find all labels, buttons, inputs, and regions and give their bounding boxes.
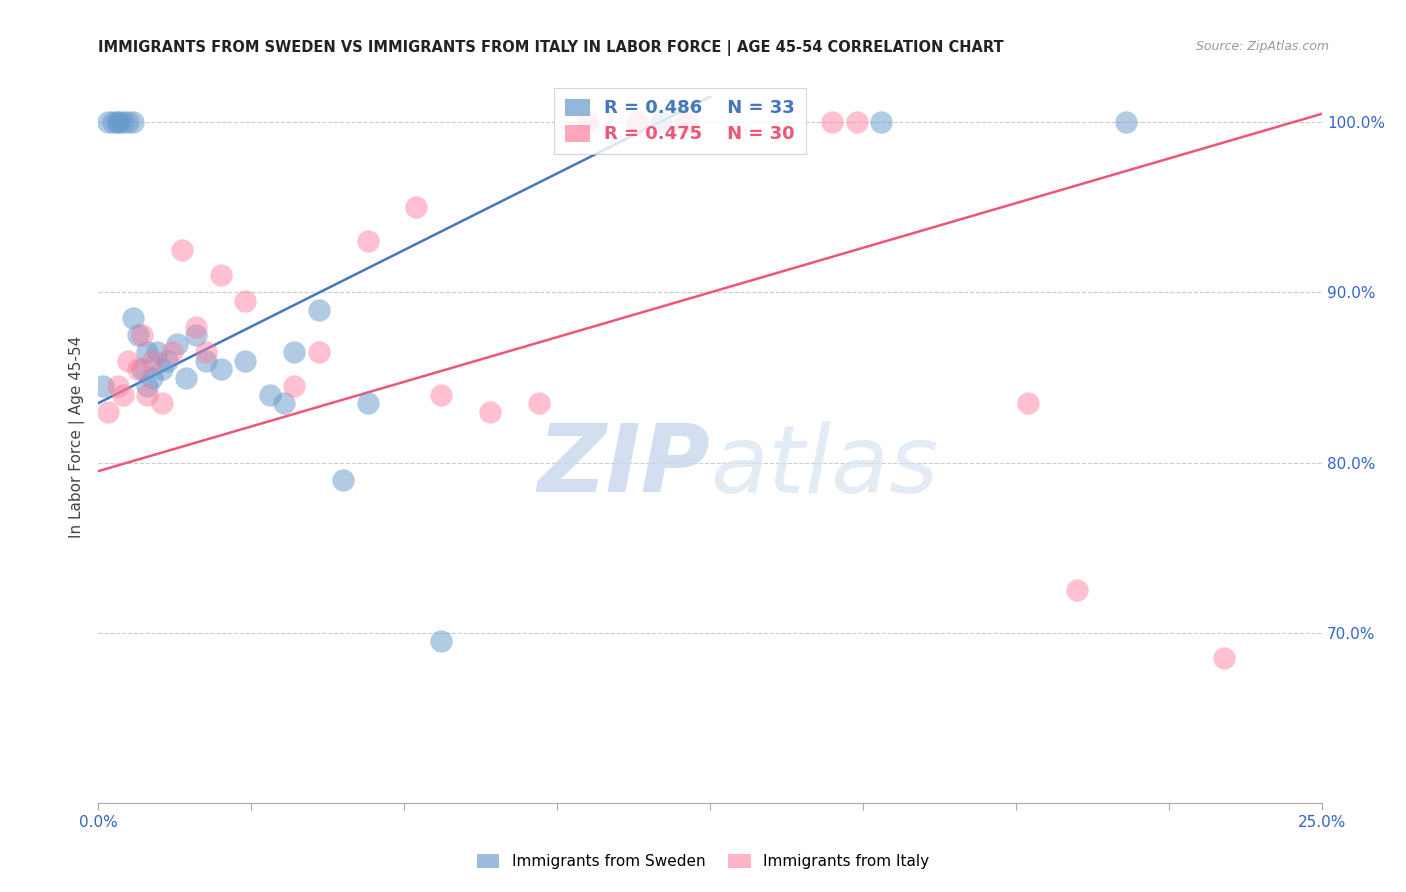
Point <box>1212 651 1234 665</box>
Point <box>233 293 256 308</box>
Point <box>141 370 163 384</box>
Point <box>821 115 844 129</box>
Point <box>233 353 256 368</box>
Point <box>259 387 281 401</box>
Point <box>1066 583 1088 598</box>
Point <box>97 404 120 418</box>
Point <box>527 396 550 410</box>
Point <box>478 404 501 418</box>
Point <box>97 115 120 129</box>
Point <box>405 201 427 215</box>
Point <box>141 353 163 368</box>
Text: IMMIGRANTS FROM SWEDEN VS IMMIGRANTS FROM ITALY IN LABOR FORCE | AGE 45-54 CORRE: IMMIGRANTS FROM SWEDEN VS IMMIGRANTS FRO… <box>98 40 1004 56</box>
Point <box>356 396 378 410</box>
Point <box>283 379 305 393</box>
Point <box>91 379 114 393</box>
Point <box>166 336 188 351</box>
Text: Source: ZipAtlas.com: Source: ZipAtlas.com <box>1195 40 1329 54</box>
Point <box>195 345 218 359</box>
Point <box>430 387 453 401</box>
Point <box>156 353 179 368</box>
Point <box>121 311 143 326</box>
Point <box>675 115 697 129</box>
Point <box>845 115 868 129</box>
Point <box>146 345 169 359</box>
Point <box>107 115 129 129</box>
Legend: R = 0.486    N = 33, R = 0.475    N = 30: R = 0.486 N = 33, R = 0.475 N = 30 <box>554 87 806 154</box>
Point <box>626 115 648 129</box>
Point <box>273 396 295 410</box>
Point <box>111 387 134 401</box>
Point <box>576 115 599 129</box>
Point <box>117 353 139 368</box>
Point <box>650 115 672 129</box>
Point <box>195 353 218 368</box>
Point <box>160 345 183 359</box>
Point <box>131 362 153 376</box>
Point <box>308 345 330 359</box>
Legend: Immigrants from Sweden, Immigrants from Italy: Immigrants from Sweden, Immigrants from … <box>471 847 935 875</box>
Point <box>209 362 232 376</box>
Point <box>1017 396 1039 410</box>
Point <box>186 319 208 334</box>
Point <box>283 345 305 359</box>
Point <box>356 235 378 249</box>
Point <box>332 473 354 487</box>
Point <box>308 302 330 317</box>
Point <box>107 115 129 129</box>
Point <box>131 328 153 343</box>
Point <box>121 115 143 129</box>
Point <box>107 379 129 393</box>
Text: atlas: atlas <box>710 421 938 512</box>
Point <box>136 379 159 393</box>
Point <box>111 115 134 129</box>
Point <box>101 115 124 129</box>
Point <box>176 370 198 384</box>
Y-axis label: In Labor Force | Age 45-54: In Labor Force | Age 45-54 <box>69 336 84 538</box>
Point <box>117 115 139 129</box>
Point <box>430 634 453 648</box>
Point <box>127 362 149 376</box>
Point <box>150 362 173 376</box>
Point <box>870 115 893 129</box>
Point <box>136 387 159 401</box>
Point <box>127 328 149 343</box>
Point <box>186 328 208 343</box>
Point <box>170 243 193 257</box>
Text: ZIP: ZIP <box>537 420 710 512</box>
Point <box>150 396 173 410</box>
Point <box>209 268 232 283</box>
Point <box>1115 115 1137 129</box>
Point <box>136 345 159 359</box>
